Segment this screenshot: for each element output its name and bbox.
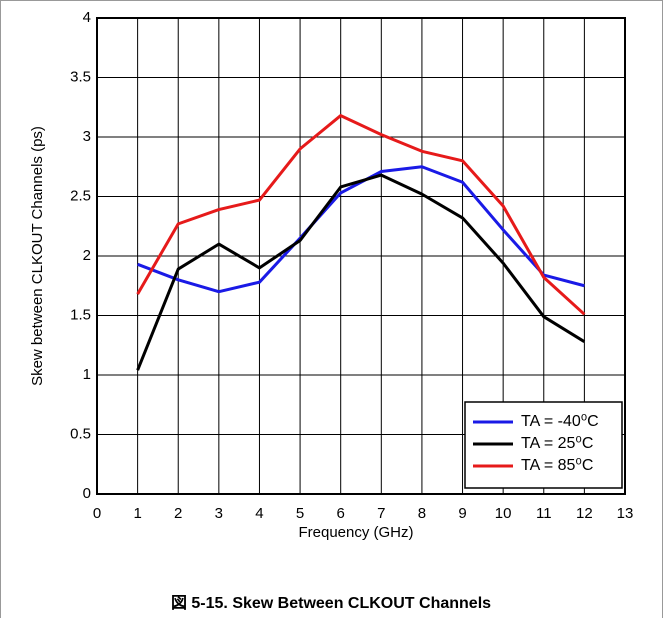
series-line (136, 173, 586, 371)
x-tick-label: 13 (617, 505, 634, 522)
y-tick-label: 4 (83, 9, 91, 26)
y-tick-label: 2 (83, 247, 91, 264)
x-tick-label: 8 (418, 505, 426, 522)
y-tick-label: 1.5 (70, 306, 91, 323)
y-tick-label: 3.5 (70, 68, 91, 85)
x-tick-label: 1 (133, 505, 141, 522)
caption: 図 5-15. Skew Between CLKOUT Channels (171, 594, 491, 612)
y-axis-label: Skew between CLKOUT Channels (ps) (29, 126, 46, 386)
x-tick-label: 10 (495, 505, 512, 522)
x-tick-label: 9 (458, 505, 466, 522)
y-tick-label: 1 (83, 366, 91, 383)
plot-frame (96, 17, 626, 495)
x-tick-label: 2 (174, 505, 182, 522)
y-tick-label: 0.5 (70, 425, 91, 442)
x-tick-label: 6 (337, 505, 345, 522)
y-tick-label: 0 (83, 485, 91, 502)
x-tick-label: 11 (536, 505, 552, 522)
x-tick-label: 0 (93, 505, 101, 522)
x-tick-label: 3 (215, 505, 223, 522)
legend-label: TA = -40⁰C (521, 413, 599, 430)
y-tick-label: 2.5 (70, 187, 91, 204)
x-tick-label: 5 (296, 505, 304, 522)
legend-label: TA = 85⁰C (521, 457, 593, 474)
x-tick-label: 12 (576, 505, 593, 522)
series-line (136, 114, 586, 316)
x-tick-label: 4 (255, 505, 263, 522)
x-axis-label: Frequency (GHz) (298, 524, 413, 541)
x-tick-label: 7 (377, 505, 385, 522)
legend-label: TA = 25⁰C (521, 435, 593, 452)
y-tick-label: 3 (83, 128, 91, 145)
